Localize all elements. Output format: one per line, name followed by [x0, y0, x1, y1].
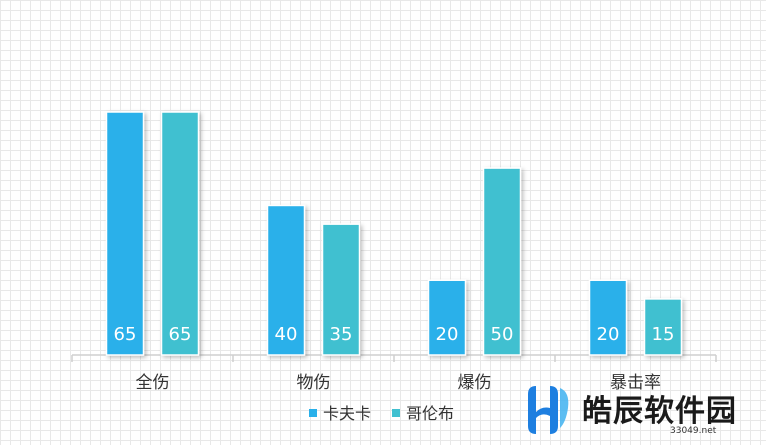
watermark-url: 33049.net [670, 426, 717, 436]
bar-2-1 [160, 111, 200, 356]
watermark: 皓辰软件园 33049.net [520, 382, 760, 440]
bar-2-3 [482, 167, 522, 356]
watermark-logo-icon [528, 386, 569, 434]
bar-2-4 [643, 298, 683, 356]
data-label: 50 [491, 324, 514, 345]
bar-1-1 [105, 111, 145, 356]
legend-swatch [309, 409, 317, 417]
data-label: 20 [436, 324, 459, 345]
x-axis [71, 354, 717, 362]
bar-1-3 [427, 279, 467, 356]
bars-group: 65 65 40 35 20 50 20 15 [105, 111, 683, 356]
data-label: 35 [330, 324, 353, 345]
watermark-title: 皓辰软件园 [582, 394, 737, 429]
bar-1-2 [266, 204, 306, 356]
legend-label: 卡夫卡 [323, 404, 371, 423]
category-labels: 全伤 物伤 爆伤 暴击率 [136, 373, 662, 393]
category-label: 全伤 [136, 373, 170, 393]
data-label: 65 [169, 324, 192, 345]
bar-2-2 [321, 223, 361, 356]
category-label: 爆伤 [458, 373, 492, 393]
category-label: 暴击率 [610, 373, 661, 393]
bar-1-4 [588, 279, 628, 356]
legend-swatch [392, 409, 400, 417]
data-label: 40 [275, 324, 298, 345]
legend-label: 哥伦布 [406, 404, 454, 423]
data-label: 15 [652, 324, 675, 345]
data-label: 65 [114, 324, 137, 345]
legend: 卡夫卡 哥伦布 [309, 404, 454, 423]
category-label: 物伤 [297, 373, 331, 393]
data-label: 20 [597, 324, 620, 345]
